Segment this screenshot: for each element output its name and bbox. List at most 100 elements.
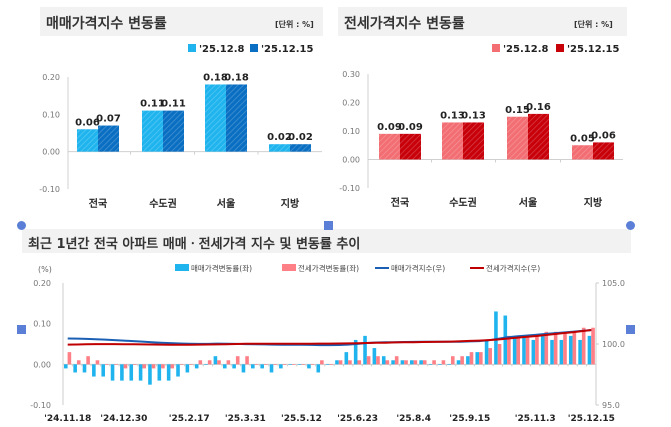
jeonse-chart-title: 전세가격지수 변동률 bbox=[344, 16, 465, 32]
y-tick-label: 0.30 bbox=[342, 70, 360, 79]
jeonse-rate-bar bbox=[422, 360, 427, 365]
left-y-unit: (%) bbox=[38, 265, 52, 274]
jeonse-rate-bar bbox=[460, 356, 464, 365]
sale-rate-bar bbox=[456, 360, 461, 365]
x-tick-label: '25.6.23 bbox=[337, 414, 378, 424]
x-tick-label: 전국 bbox=[391, 196, 409, 209]
left-y-tick-label: 0.00 bbox=[33, 360, 51, 369]
sale-rate-bar bbox=[419, 360, 423, 365]
jeonse-rate-bar bbox=[591, 327, 595, 365]
sale-rate-bar bbox=[447, 364, 451, 365]
sale-rate-bar bbox=[531, 339, 536, 365]
x-tick-label: '25.3.31 bbox=[225, 414, 266, 424]
data-label: 0.13 bbox=[440, 110, 465, 121]
sale-rate-bar bbox=[166, 364, 171, 381]
y-tick-label: 0.00 bbox=[342, 156, 360, 165]
x-tick-label: '25.11.3 bbox=[515, 414, 556, 424]
bar-hatch bbox=[269, 144, 290, 152]
jeonse-rate-bar bbox=[292, 364, 296, 365]
data-label: 0.07 bbox=[96, 114, 121, 125]
y-tick-label: 0.00 bbox=[42, 148, 60, 157]
x-tick-label: '24.11.18 bbox=[44, 414, 91, 424]
sale-rate-bar bbox=[316, 364, 321, 373]
jeonse-rate-bar bbox=[357, 360, 362, 365]
data-label: 0.18 bbox=[203, 72, 228, 83]
sale-rate-bar bbox=[232, 364, 236, 369]
jeonse-rate-bar bbox=[67, 352, 72, 365]
bar-hatch bbox=[98, 125, 119, 152]
data-label: 0.02 bbox=[288, 132, 313, 143]
jeonse-rate-bar bbox=[338, 360, 343, 365]
x-tick-label: '25.5.12 bbox=[281, 414, 322, 424]
x-tick-label: 전국 bbox=[89, 197, 107, 210]
jeonse-rate-bar bbox=[123, 364, 128, 369]
data-label: 0.13 bbox=[461, 110, 486, 121]
trend-title-box bbox=[22, 229, 631, 253]
sale-rate-bar bbox=[138, 364, 143, 381]
data-label: 0.09 bbox=[377, 122, 402, 133]
legend-label: '25.12.15 bbox=[261, 44, 313, 55]
y-tick-label: -0.10 bbox=[39, 185, 60, 194]
jeonse-chart-unit: [단위 : %] bbox=[574, 20, 613, 29]
x-tick-label: 수도권 bbox=[149, 198, 177, 210]
selection-handle[interactable] bbox=[17, 221, 26, 230]
sale-rate-bar bbox=[194, 364, 199, 369]
jeonse-rate-bar bbox=[394, 356, 399, 365]
legend-swatch bbox=[188, 44, 196, 52]
jeonse-rate-bar bbox=[366, 356, 371, 365]
x-tick-label: 서울 bbox=[519, 196, 537, 209]
selection-handle[interactable] bbox=[17, 325, 26, 334]
sale-rate-bar bbox=[204, 364, 208, 365]
sale-rate-bar bbox=[288, 364, 293, 365]
sale-rate-bar bbox=[466, 356, 470, 365]
jeonse-rate-bar bbox=[469, 352, 474, 365]
jeonse-rate-bar bbox=[217, 360, 221, 365]
y-tick-label: 0.10 bbox=[342, 127, 360, 136]
jeonse-rate-bar bbox=[348, 360, 352, 365]
selection-handle[interactable] bbox=[626, 325, 635, 334]
jeonse-rate-bar bbox=[114, 364, 118, 365]
sale-rate-bar bbox=[185, 364, 190, 373]
sale-rate-bar bbox=[120, 364, 124, 381]
x-tick-label: '25.9.15 bbox=[449, 414, 490, 424]
sale-rate-bar bbox=[73, 364, 77, 373]
jeonse-rate-bar bbox=[273, 364, 277, 365]
sale-rate-bar bbox=[587, 335, 592, 365]
selection-handle[interactable] bbox=[324, 221, 333, 230]
jeonse-rate-bar bbox=[385, 360, 390, 365]
right-y-tick-label: 105.0 bbox=[602, 279, 625, 288]
sale-rate-bar bbox=[297, 364, 302, 365]
right-y-tick-label: 100.0 bbox=[602, 340, 625, 349]
sale-rate-bar bbox=[540, 335, 545, 365]
jeonse-rate-bar bbox=[432, 360, 436, 365]
jeonse-rate-bar bbox=[161, 364, 165, 369]
sale-title-box bbox=[40, 7, 323, 36]
bar-hatch bbox=[77, 129, 98, 152]
bar-hatch bbox=[379, 133, 400, 160]
jeonse-rate-bar bbox=[553, 331, 558, 365]
y-tick-label: 0.10 bbox=[42, 110, 60, 119]
sale-rate-bar bbox=[400, 360, 405, 365]
sale-rate-bar bbox=[428, 364, 433, 365]
jeonse-rate-bar bbox=[263, 364, 268, 365]
sale-chart-unit: [단위 : %] bbox=[275, 20, 314, 29]
bar-hatch bbox=[572, 145, 593, 160]
bar-hatch bbox=[528, 113, 549, 160]
jeonse-rate-bar bbox=[235, 356, 240, 365]
jeonse-rate-bar bbox=[179, 364, 184, 365]
sale-rate-bar bbox=[101, 364, 106, 377]
sale-rate-bar bbox=[157, 364, 162, 381]
sale-rate-bar bbox=[559, 339, 564, 365]
selection-handle[interactable] bbox=[626, 221, 635, 230]
jeonse-rate-bar bbox=[254, 364, 259, 365]
x-tick-label: 서울 bbox=[217, 197, 235, 210]
sale-rate-bar bbox=[222, 364, 227, 369]
data-label: 0.15 bbox=[505, 105, 530, 116]
x-tick-label: '25.12.15 bbox=[568, 414, 615, 424]
sale-rate-bar bbox=[503, 315, 508, 365]
bar-hatch bbox=[290, 144, 311, 152]
bar-hatch bbox=[226, 84, 247, 152]
sale-rate-bar bbox=[372, 348, 377, 365]
sale-rate-bar bbox=[148, 364, 152, 385]
